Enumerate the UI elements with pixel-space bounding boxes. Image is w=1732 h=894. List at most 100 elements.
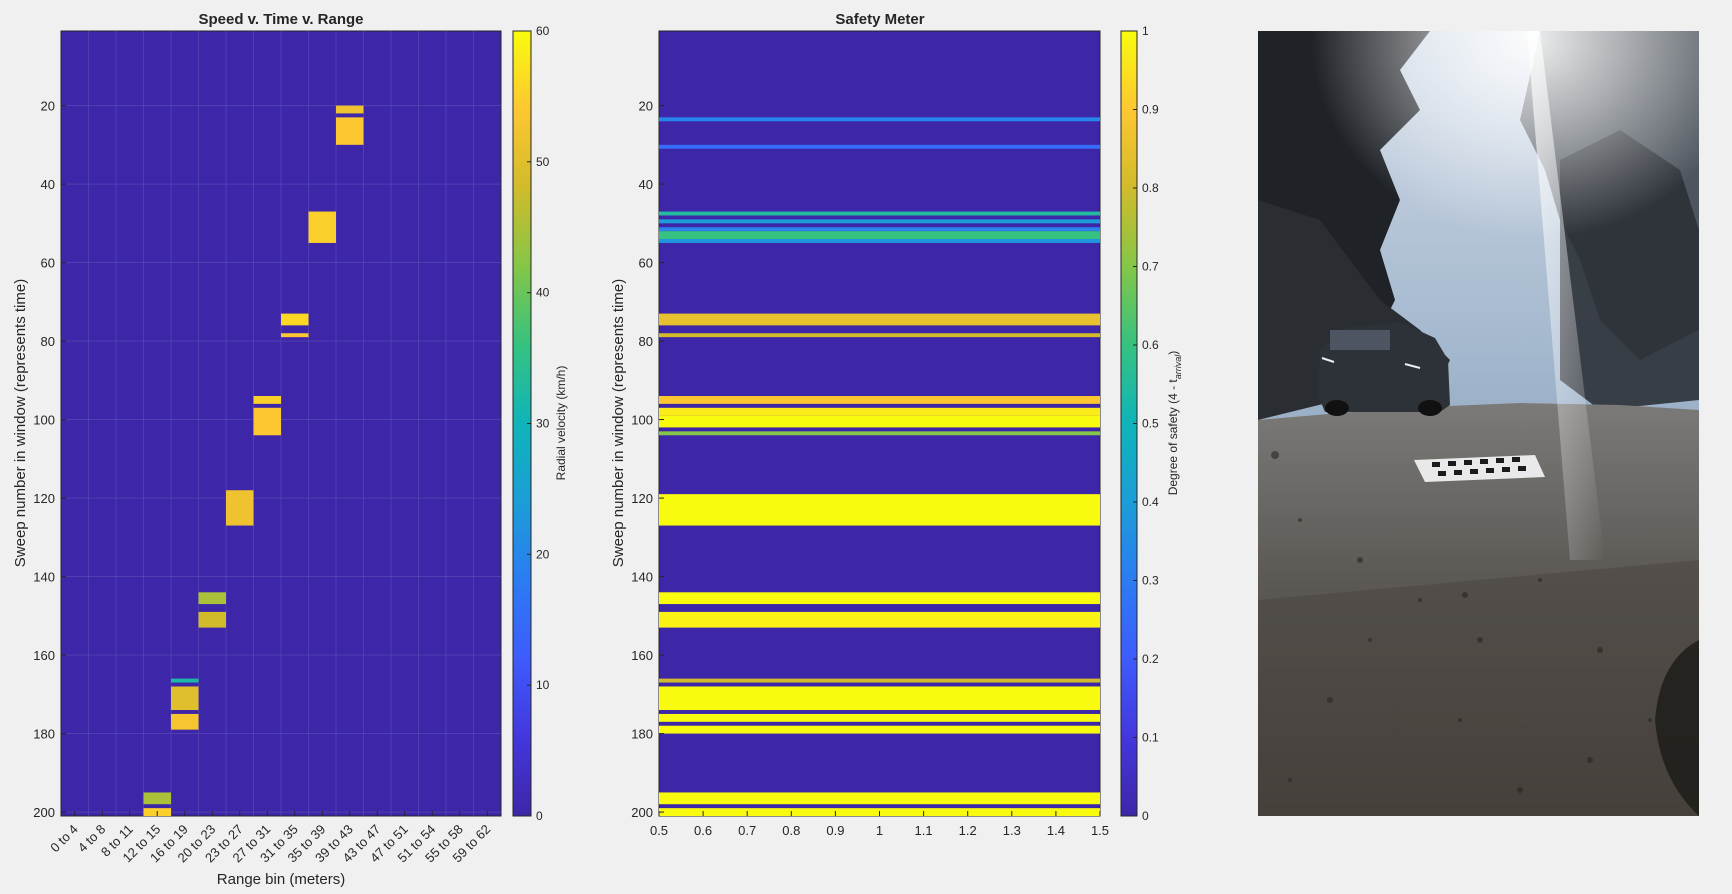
safety-y-tick-label: 160 xyxy=(631,648,653,663)
safety-y-tick-label: 140 xyxy=(631,570,653,585)
speed-cell xyxy=(198,611,226,628)
safety-colorbar-label-sub: arrival xyxy=(1173,354,1183,380)
safety-band xyxy=(659,725,1100,734)
speed-y-tick-label: 20 xyxy=(41,99,55,114)
safety-y-tick-label: 60 xyxy=(639,256,653,271)
safety-band xyxy=(659,231,1100,240)
safety-colorbar-tick-label: 0 xyxy=(1142,809,1149,823)
safety-band xyxy=(659,686,1100,711)
safety-band xyxy=(659,792,1100,805)
safety-band xyxy=(659,678,1100,683)
speed-y-tick-label: 100 xyxy=(33,413,55,428)
safety-colorbar-tick-label: 0.3 xyxy=(1142,574,1159,588)
street-scene-photo-icon xyxy=(1258,31,1699,816)
speed-y-tick-label: 200 xyxy=(33,805,55,820)
safety-y-tick-label: 120 xyxy=(631,491,653,506)
speed-colorbar-tick-label: 30 xyxy=(536,417,550,431)
speed-cell xyxy=(226,490,254,526)
safety-x-tick-label: 1.3 xyxy=(1003,823,1021,838)
speed-cell xyxy=(171,713,199,730)
safety-colorbar-tick-label: 0.1 xyxy=(1142,731,1159,745)
safety-band xyxy=(659,211,1100,216)
safety-y-tick-label: 200 xyxy=(631,805,653,820)
speed-cell xyxy=(281,333,309,338)
speed-cell xyxy=(308,211,336,243)
speed-y-tick-label: 60 xyxy=(41,256,55,271)
speed-chart: Speed v. Time v. Range 20406080100120140… xyxy=(12,11,568,888)
safety-colorbar-tick-label: 0.8 xyxy=(1142,181,1159,195)
safety-x-tick-label: 1.5 xyxy=(1091,823,1109,838)
safety-chart-title: Safety Meter xyxy=(835,11,924,28)
speed-chart-title: Speed v. Time v. Range xyxy=(198,11,363,28)
safety-band xyxy=(659,333,1100,338)
speed-cell xyxy=(253,407,281,436)
safety-x-tick-label: 0.7 xyxy=(738,823,756,838)
safety-colorbar-tick-label: 0.7 xyxy=(1142,260,1159,274)
safety-colorbar-ticks: 0 0.1 0.2 0.3 0.4 0.5 0.6 0.7 0.8 0.9 1 xyxy=(1133,24,1159,823)
safety-band xyxy=(659,144,1100,149)
safety-band xyxy=(659,592,1100,605)
safety-x-tick-label: 0.8 xyxy=(782,823,800,838)
safety-band xyxy=(659,431,1100,436)
safety-x-tick-label: 0.5 xyxy=(650,823,668,838)
safety-colorbar-label: Degree of safety (4 - tarrival) xyxy=(1166,351,1183,496)
speed-cells xyxy=(143,105,364,816)
safety-band xyxy=(659,227,1100,232)
safety-colorbar-tick-label: 0.5 xyxy=(1142,417,1159,431)
safety-x-tick-labels: 0.5 0.6 0.7 0.8 0.9 1 1.1 1.2 1.3 1.4 1.5 xyxy=(650,811,1109,838)
safety-y-axis-label: Sweep number in window (represents time) xyxy=(610,279,627,567)
safety-colorbar-tick-label: 0.4 xyxy=(1142,495,1159,509)
safety-chart: Safety Meter 20406080100120140160180200 … xyxy=(610,11,1183,838)
safety-colorbar-tick-label: 0.6 xyxy=(1142,338,1159,352)
safety-x-tick-label: 1.4 xyxy=(1047,823,1065,838)
speed-x-axis-label: Range bin (meters) xyxy=(217,871,345,888)
speed-colorbar-tick-label: 60 xyxy=(536,24,550,38)
speed-colorbar-ticks: 0 10 20 30 40 50 60 xyxy=(527,24,550,823)
speed-colorbar-tick-label: 0 xyxy=(536,809,543,823)
safety-colorbar-label-end: ) xyxy=(1166,351,1180,355)
speed-y-tick-label: 80 xyxy=(41,334,55,349)
speed-y-tick-label: 180 xyxy=(33,727,55,742)
safety-band xyxy=(659,611,1100,628)
speed-cell xyxy=(143,792,171,805)
safety-y-tick-labels: 20 40 60 80 100 120 140 160 180 200 xyxy=(631,99,664,820)
speed-cell xyxy=(253,396,281,404)
speed-y-tick-labels: 20 40 60 80 100 120 140 160 180 200 xyxy=(33,99,66,820)
safety-y-tick-label: 80 xyxy=(639,334,653,349)
safety-band xyxy=(659,407,1100,416)
speed-cell xyxy=(198,592,226,605)
safety-band xyxy=(659,713,1100,722)
speed-colorbar-tick-label: 20 xyxy=(536,547,550,561)
speed-colorbar-label: Radial velocity (km/h) xyxy=(554,366,568,481)
speed-cell xyxy=(171,678,199,683)
safety-bands xyxy=(659,117,1100,816)
safety-band xyxy=(659,117,1100,122)
safety-band xyxy=(659,415,1100,428)
safety-colorbar-label-main: Degree of safety (4 - t xyxy=(1166,379,1180,496)
speed-cell xyxy=(336,105,364,114)
safety-band xyxy=(659,239,1100,243)
safety-y-tick-label: 100 xyxy=(631,413,653,428)
safety-colorbar-tick-label: 0.2 xyxy=(1142,652,1159,666)
safety-band xyxy=(659,219,1100,224)
safety-band xyxy=(659,494,1100,526)
speed-x-tick-label: 0 to 4 xyxy=(47,822,81,856)
speed-y-tick-label: 120 xyxy=(33,491,55,506)
safety-colorbar-tick-label: 0.9 xyxy=(1142,103,1159,117)
safety-y-tick-label: 20 xyxy=(639,99,653,114)
speed-y-tick-label: 160 xyxy=(33,648,55,663)
safety-band xyxy=(659,313,1100,326)
safety-x-tick-label: 0.6 xyxy=(694,823,712,838)
speed-colorbar-tick-label: 50 xyxy=(536,155,550,169)
speed-colorbar-tick-label: 10 xyxy=(536,678,550,692)
safety-y-tick-label: 40 xyxy=(639,177,653,192)
speed-cell xyxy=(171,686,199,711)
safety-x-tick-label: 0.9 xyxy=(826,823,844,838)
safety-x-tick-label: 1 xyxy=(876,823,883,838)
speed-cell xyxy=(281,313,309,326)
safety-y-tick-label: 180 xyxy=(631,727,653,742)
safety-x-tick-label: 1.1 xyxy=(915,823,933,838)
speed-y-tick-label: 40 xyxy=(41,177,55,192)
